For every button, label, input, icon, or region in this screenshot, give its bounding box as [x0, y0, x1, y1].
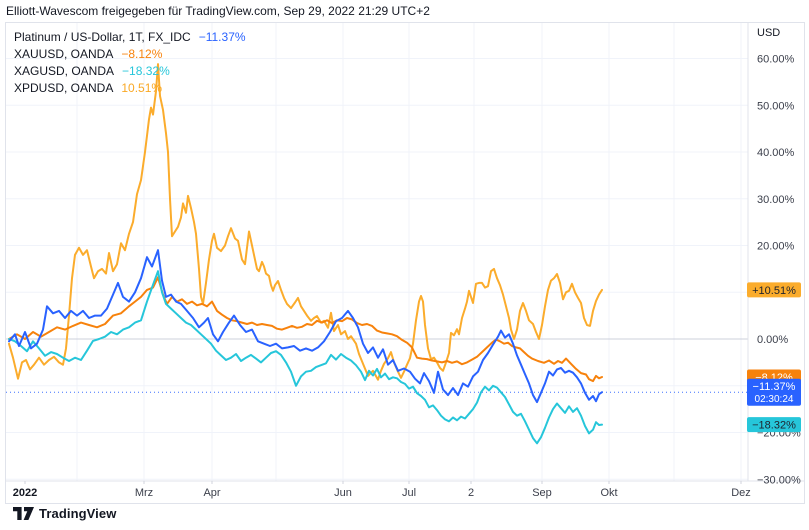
time-axis-label: Jul [402, 487, 416, 499]
tradingview-logo-icon [13, 507, 34, 520]
time-axis-label: 2 [468, 487, 474, 499]
share-attribution-note: Elliott-Wavescom freigegeben für Trading… [6, 4, 430, 18]
price-axis-label: −30.00% [757, 474, 801, 486]
svg-text:−18.32%: −18.32% [752, 420, 796, 432]
legend-change-value: 10.51% [121, 81, 163, 95]
price-axis-label: 60.00% [757, 54, 795, 66]
tradingview-attribution-link[interactable]: TradingView [13, 506, 116, 521]
time-axis-label: Sep [532, 487, 552, 499]
brand-name: TradingView [39, 506, 117, 521]
series-line-xpdusd[interactable] [8, 63, 603, 381]
legend-symbol-label: XAGUSD, OANDA [14, 64, 115, 78]
legend-row-compare-symbol[interactable]: XAGUSD, OANDA −18.32% [14, 63, 246, 80]
price-axis-label: 30.00% [757, 194, 795, 206]
chart-plot[interactable]: USD60.00%50.00%40.00%30.00%20.00%0.00%−2… [6, 23, 804, 503]
legend-change-value: −18.32% [122, 64, 170, 78]
price-axis-label: 0.00% [757, 334, 788, 346]
series-line-xauusd[interactable] [8, 276, 603, 383]
legend-symbol-label: XPDUSD, OANDA [14, 81, 114, 95]
time-axis-label: 2022 [13, 487, 37, 499]
price-badge: −18.32% [747, 417, 801, 433]
price-badge: +10.51% [747, 282, 801, 298]
svg-text:−11.37%: −11.37% [753, 381, 796, 393]
chart-frame: USD 60.00% 50.00% 40.00% 30.00% 20.00% 0.00% −2… [5, 22, 805, 504]
svg-text:+10.51%: +10.51% [752, 285, 796, 297]
legend-change-value: −8.12% [121, 47, 163, 61]
series-line-platinum[interactable] [8, 249, 603, 404]
price-axis-label: 50.00% [757, 100, 795, 112]
time-axis-label: Apr [203, 487, 220, 499]
bar-countdown-timer: 02:30:24 [755, 394, 794, 405]
legend-change-value: −11.37% [198, 30, 246, 44]
time-axis-label: Mrz [135, 487, 153, 499]
price-badge-with-countdown: −11.37% 02:30:24 [747, 378, 801, 406]
legend-symbol-label: Platinum / US-Dollar, 1T, FX_IDC [14, 30, 191, 44]
series-line-xagusd[interactable] [8, 270, 603, 445]
legend-row-compare-symbol[interactable]: XPDUSD, OANDA 10.51% [14, 80, 246, 97]
legend-row-main-symbol[interactable]: Platinum / US-Dollar, 1T, FX_IDC −11.37% [14, 29, 246, 46]
legend-row-compare-symbol[interactable]: XAUUSD, OANDA −8.12% [14, 46, 246, 63]
time-axis-label: Jun [334, 487, 352, 499]
time-axis-label: Dez [731, 487, 751, 499]
legend-symbol-label: XAUUSD, OANDA [14, 47, 114, 61]
symbol-legend: Platinum / US-Dollar, 1T, FX_IDC −11.37% X… [14, 29, 246, 97]
time-axis-label: Okt [600, 487, 617, 499]
price-axis-label: 40.00% [757, 147, 795, 159]
price-axis-label: 20.00% [757, 241, 795, 253]
price-axis-currency: USD [757, 27, 780, 39]
